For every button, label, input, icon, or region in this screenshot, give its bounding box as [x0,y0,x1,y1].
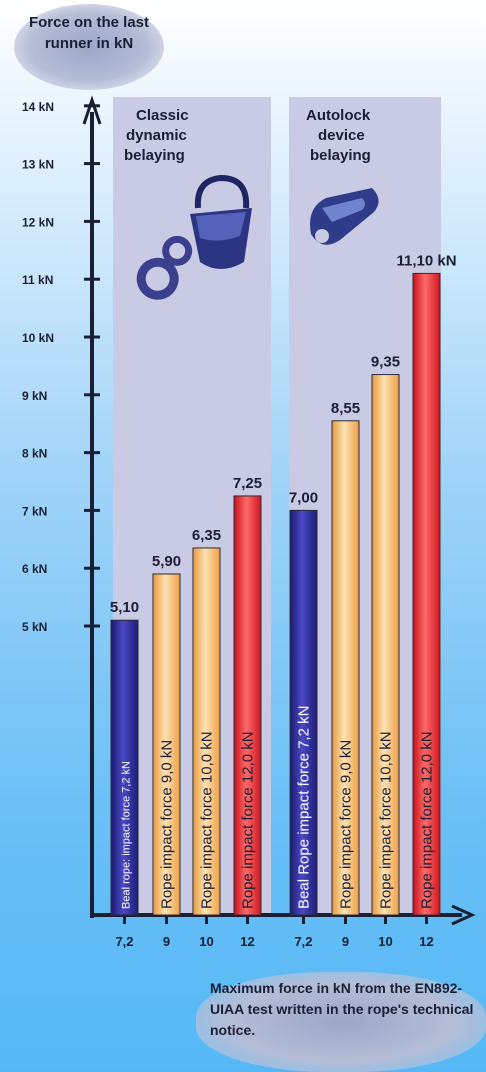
bar [233,495,262,916]
y-tick-label: 9 kN [22,389,47,403]
bars: 5,10 Beal rope: impact force 7,2 kN 5,90 Ro… [110,252,457,916]
group-title-autolock: Autolock device belaying [306,107,374,164]
y-tick-label: 13 kN [22,158,54,172]
x-axis-arrow [451,904,476,926]
y-axis-title: Force on the last runner in kN [14,4,164,90]
bar [110,619,139,916]
bar [152,573,181,916]
bar-inner-label: Rope impact force 9,0 kN [338,740,355,909]
bar [289,509,318,916]
footnote-text: Maximum force in kN from the EN892-UIAA … [210,980,474,1038]
y-axis-arrow [82,95,102,125]
footnote: Maximum force in kN from the EN892-UIAA … [196,972,486,1072]
bar-value-label: 5,90 [152,553,181,570]
x-tick-label: 7,2 [294,934,312,949]
y-tick-label: 14 kN [22,100,54,114]
y-tick-label: 11 kN [22,273,53,287]
bar-inner-label: Rope impact force 10,0 kN [199,731,216,909]
bar-value-label: 8,55 [331,400,360,417]
y-tick-label: 6 kN [22,562,47,576]
bar-value-label: 11,10 kN [396,252,456,269]
bar-inner-label: Rope impact force 9,0 kN [159,740,176,909]
bar-inner-label: Rope impact force 12,0 kN [419,731,436,909]
x-axis: 7,2 9 10 12 7,2 9 10 12 [90,904,476,949]
bar-inner-label: Rope impact force 10,0 kN [378,731,395,909]
y-axis-title-text: Force on the last runner in kN [28,14,150,52]
bar-inner-label: Beal rope: impact force 7,2 kN [121,761,133,909]
bar-value-label: 9,35 [371,354,400,371]
y-tick-label: 7 kN [22,504,47,518]
y-axis: 5 kN 6 kN 7 kN 8 kN 9 kN 10 kN 11 kN 12 kN 13 kN… [22,95,102,918]
y-tick-label: 8 kN [22,447,47,461]
figure-eight-descender-icon [136,235,193,300]
bar-value-label: 6,35 [192,527,221,544]
x-tick-label: 9 [163,934,170,949]
x-tick-label: 10 [378,934,392,949]
y-tick-label: 12 kN [22,215,54,229]
y-tick-label: 5 kN [22,620,47,634]
bar [331,420,360,916]
bar-inner-label: Rope impact force 12,0 kN [240,731,257,909]
bar [371,374,400,916]
x-tick-label: 9 [342,934,349,949]
bar-value-label: 5,10 [110,599,139,616]
bar-inner-label: Beal Rope impact force 7,2 kN [296,706,313,909]
x-tick-label: 12 [419,934,433,949]
bar [412,272,441,916]
bar [192,547,221,916]
group-title-classic: Classic dynamic belaying [124,107,193,164]
autolock-belay-device-icon [310,188,379,245]
x-tick-label: 10 [199,934,213,949]
tube-belay-device-icon [190,174,252,269]
x-tick-label: 12 [240,934,254,949]
x-tick-label: 7,2 [115,934,133,949]
bar-value-label: 7,00 [289,489,318,506]
bar-value-label: 7,25 [233,475,262,492]
y-tick-label: 10 kN [22,331,54,345]
